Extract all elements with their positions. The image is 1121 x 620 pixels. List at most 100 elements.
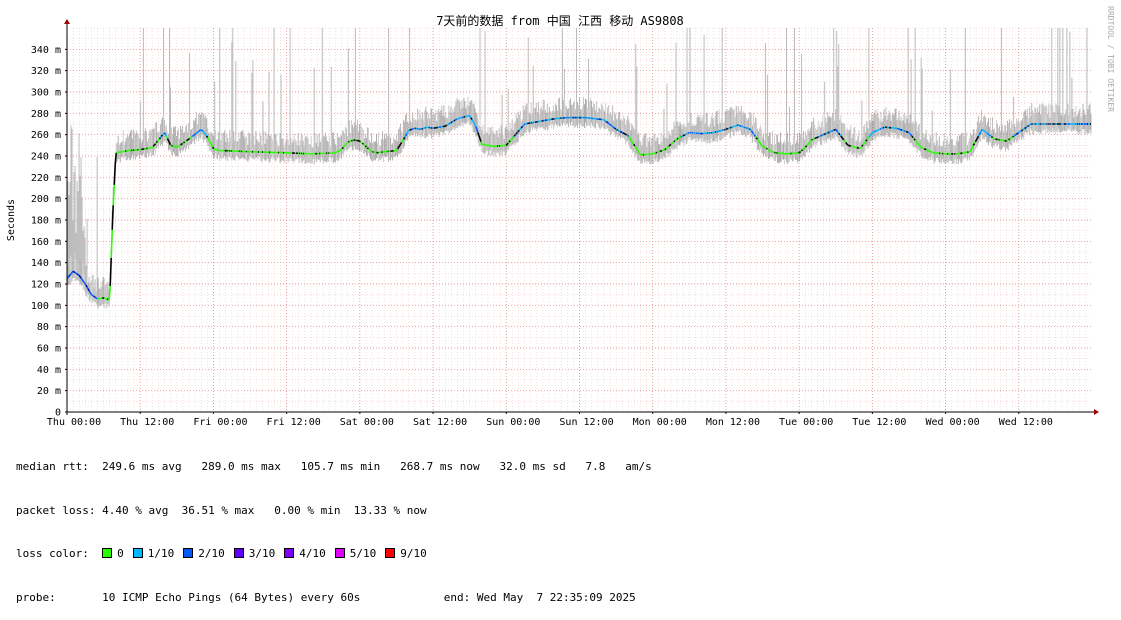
median-segment [679, 137, 680, 138]
x-tick-label: Sun 12:00 [559, 417, 613, 428]
median-segment [681, 136, 682, 137]
median-segment [189, 138, 190, 139]
median-segment [516, 133, 517, 134]
median-segment [371, 151, 372, 152]
median-segment [78, 275, 79, 276]
median-segment [754, 135, 755, 136]
median-segment [109, 286, 110, 300]
median-segment [1023, 129, 1024, 130]
x-tick-label: Thu 12:00 [120, 417, 174, 428]
median-segment [772, 152, 773, 153]
median-segment [79, 275, 80, 276]
median-segment [368, 149, 369, 150]
y-tick-label: 60 m [37, 344, 61, 355]
median-segment [638, 151, 639, 153]
median-segment [809, 142, 810, 143]
median-segment [157, 140, 158, 141]
legend-rtt-row: median rtt: 249.6 ms avg 289.0 ms max 10… [16, 460, 652, 475]
median-segment [81, 278, 82, 279]
median-segment [619, 131, 620, 132]
median-segment [991, 136, 992, 137]
median-segment [1009, 139, 1010, 140]
median-segment [203, 131, 204, 132]
median-segment [83, 281, 84, 282]
median-segment [609, 123, 610, 124]
median-segment [207, 136, 208, 137]
median-segment [844, 140, 845, 141]
loss-color-text: 1/10 [148, 547, 175, 560]
median-segment [1021, 131, 1022, 132]
median-segment [979, 132, 980, 134]
median-segment [71, 273, 72, 274]
y-tick-label: 40 m [37, 365, 61, 376]
median-segment [804, 148, 805, 149]
median-segment [606, 121, 607, 122]
median-segment [480, 139, 481, 142]
median-segment [515, 134, 516, 135]
median-segment [341, 149, 342, 150]
median-segment [635, 146, 636, 148]
median-segment [686, 134, 687, 135]
median-segment [861, 146, 862, 147]
x-axis-arrow [1094, 409, 1099, 415]
median-segment [750, 129, 751, 130]
median-segment [448, 124, 449, 125]
median-segment [339, 150, 340, 151]
median-segment [640, 154, 641, 155]
median-segment [837, 131, 838, 132]
median-segment [210, 141, 211, 143]
median-segment [408, 130, 409, 132]
median-segment [406, 134, 407, 136]
median-segment [509, 141, 510, 142]
median-segment [111, 230, 112, 258]
median-segment [986, 133, 987, 134]
median-segment [110, 258, 111, 286]
loss-color-item: 4/10 [284, 547, 326, 560]
median-segment [481, 142, 482, 145]
median-segment [398, 147, 399, 149]
median-segment [1025, 128, 1026, 129]
median-segment [666, 148, 667, 149]
median-segment [623, 133, 624, 134]
median-segment [454, 120, 455, 121]
median-segment [970, 149, 971, 151]
loss-color-text: 3/10 [249, 547, 276, 560]
loss-color-text: 4/10 [299, 547, 326, 560]
median-segment [753, 134, 754, 135]
median-segment [639, 152, 640, 154]
probe-label: probe: [16, 591, 56, 604]
y-tick-label: 120 m [31, 280, 61, 291]
median-segment [634, 144, 635, 146]
median-segment [472, 119, 473, 121]
median-segment [114, 164, 115, 184]
median-segment [198, 131, 199, 132]
median-segment [801, 151, 802, 152]
median-segment [450, 123, 451, 124]
y-tick-label: 320 m [31, 66, 61, 77]
x-tick-label: Wed 12:00 [999, 417, 1053, 428]
median-segment [365, 146, 366, 147]
median-segment [200, 130, 201, 131]
median-segment [836, 129, 837, 130]
median-segment [338, 151, 339, 152]
median-segment [684, 135, 685, 136]
median-segment [86, 285, 87, 287]
median-segment [770, 151, 771, 152]
median-segment [617, 130, 618, 131]
rtt-values: 249.6 ms avg 289.0 ms max 105.7 ms min 2… [102, 460, 652, 473]
median-segment [869, 136, 870, 137]
median-segment [401, 143, 402, 145]
x-tick-label: Tue 12:00 [852, 417, 906, 428]
median-segment [685, 134, 686, 135]
rrdtool-watermark: RRDTOOL / TOBI OETIKER [1106, 6, 1115, 112]
median-segment [615, 128, 616, 129]
median-segment [195, 134, 196, 135]
loss-color-item: 2/10 [183, 547, 225, 560]
median-segment [842, 137, 843, 138]
median-segment [1008, 140, 1009, 141]
median-segment [366, 147, 367, 148]
median-segment [507, 143, 508, 144]
x-tick-label: Wed 00:00 [925, 417, 979, 428]
median-segment [864, 142, 865, 143]
